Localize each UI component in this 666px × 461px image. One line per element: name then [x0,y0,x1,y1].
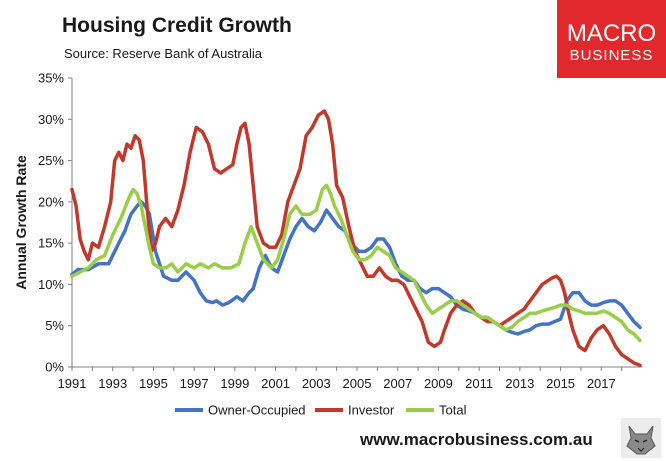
chart-subtitle: Source: Reserve Bank of Australia [64,46,262,61]
y-tick-label: 30% [38,112,64,127]
x-tick-label: 1999 [220,376,249,391]
y-tick-label: 20% [38,194,64,209]
logo-line-2: BUSINESS [569,47,654,64]
axes: 0% 5% 10% 15% 20% 25% 30% 35% 1991 1993 1995 1997 19… [13,71,642,391]
x-tick-label: 1997 [180,376,209,391]
y-axis-label: Annual Growth Rate [13,155,29,290]
x-tick-label: 1991 [58,376,87,391]
logo-line-1: MACRO [566,20,657,47]
y-tick-label: 10% [38,277,64,292]
legend-label: Total [439,403,467,418]
x-tick-label: 2017 [587,376,616,391]
y-tick-label: 35% [38,71,64,86]
legend: Owner-Occupied Investor Total [175,403,467,418]
series-line-investor [70,109,642,368]
chart-title: Housing Credit Growth [62,14,292,37]
x-tick-label: 1993 [98,376,127,391]
x-tick-label: 2011 [465,376,493,391]
x-tick-label: 1995 [139,376,168,391]
wolf-logo-icon [621,418,661,458]
x-tick-label: 2009 [424,376,453,391]
y-tick-label: 0% [45,360,64,375]
x-tick-label: 2005 [343,376,372,391]
x-tick-label: 2013 [505,376,534,391]
legend-label: Owner-Occupied [208,403,306,418]
x-tick-label: 2001 [261,376,290,391]
series-lines [70,109,642,368]
y-tick-label: 5% [45,318,64,333]
x-tick-label: 2007 [383,376,412,391]
legend-label: Investor [348,403,395,418]
website-url: www.macrobusiness.com.au [360,430,593,449]
macrobusiness-logo: MACRO BUSINESS [557,0,666,78]
y-tick-label: 25% [38,153,64,168]
series-line-owner-occupied [70,200,642,336]
x-tick-label: 2015 [546,376,575,391]
y-tick-label: 15% [38,236,64,251]
x-tick-label: 2003 [302,376,331,391]
series-line-total [70,183,642,343]
